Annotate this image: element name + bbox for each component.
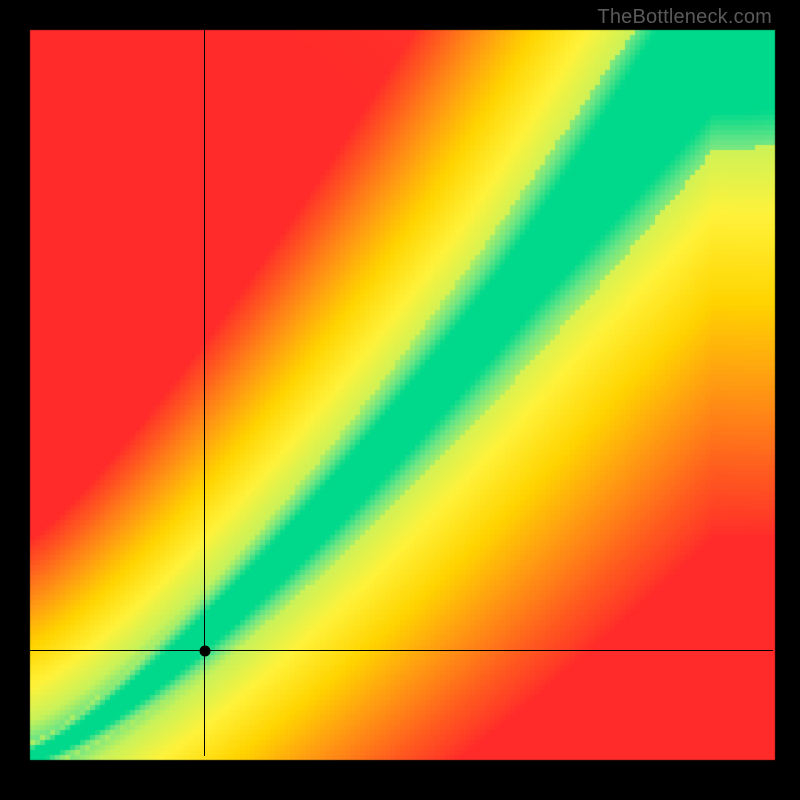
watermark-text: TheBottleneck.com bbox=[597, 6, 772, 29]
chart-container: TheBottleneck.com bbox=[0, 0, 800, 800]
marker-dot bbox=[199, 645, 210, 656]
heatmap-canvas bbox=[0, 0, 800, 800]
crosshair-horizontal bbox=[30, 650, 773, 651]
